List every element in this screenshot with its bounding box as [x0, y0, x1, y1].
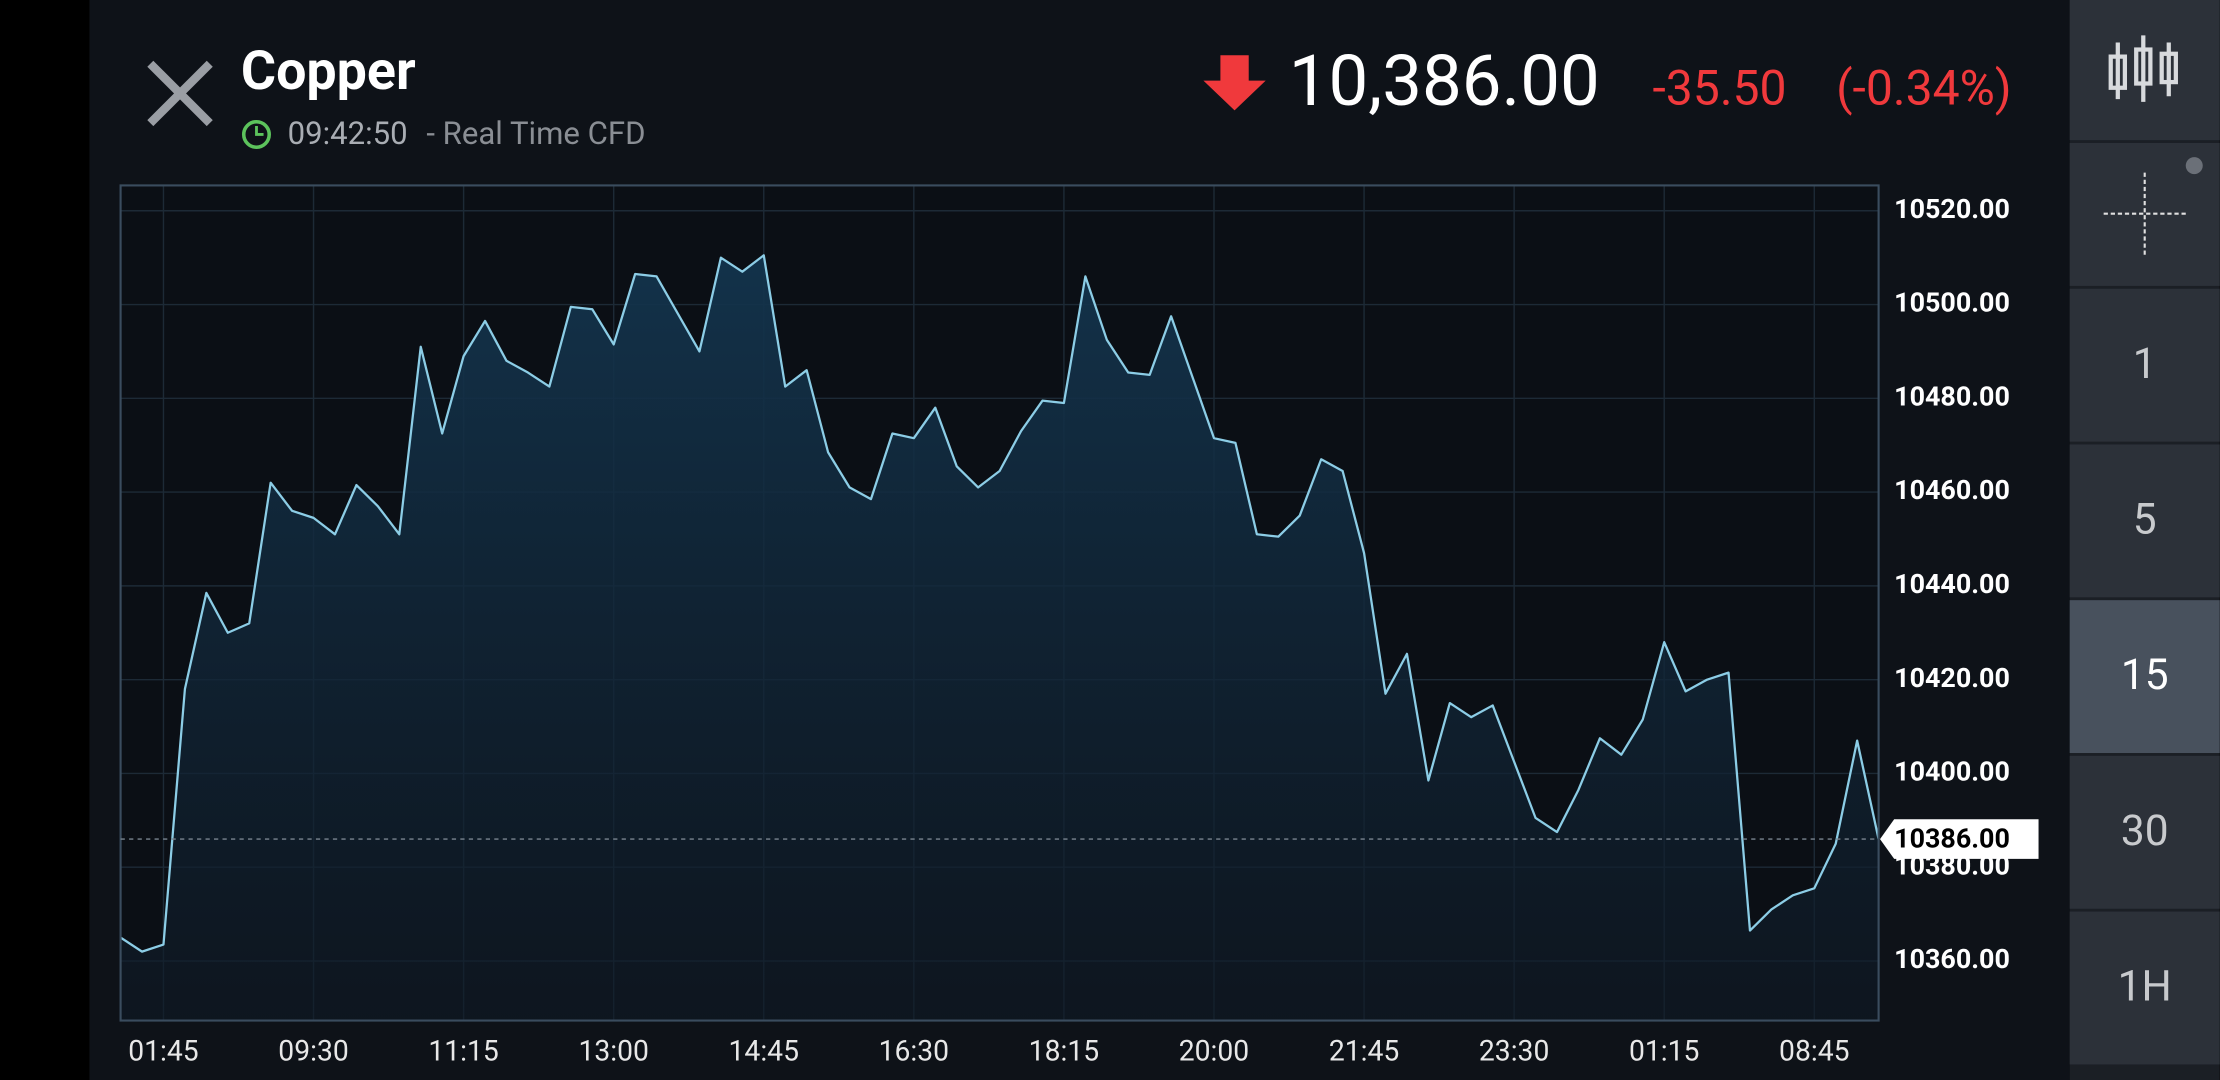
y-tick-label: 10480.00	[1894, 380, 2010, 412]
x-tick-label: 23:30	[1479, 1035, 1549, 1068]
down-arrow	[1203, 55, 1266, 111]
plot-border	[119, 184, 1880, 1022]
x-tick-label: 09:30	[278, 1035, 348, 1068]
interval-bg	[2069, 755, 2220, 909]
y-tick-label: 10400.00	[1894, 756, 2010, 788]
price-line	[119, 254, 1880, 953]
interval-label: 30	[2121, 807, 2169, 856]
y-tick-label: 10520.00	[1894, 193, 2010, 225]
x-tick-label: 20:00	[1179, 1035, 1249, 1068]
interval-bg	[2069, 288, 2220, 442]
y-tick-label: 10500.00	[1894, 287, 2010, 319]
interval-bg	[2069, 600, 2220, 754]
interval-bg	[2069, 911, 2220, 1065]
x-tick-label: 11:15	[428, 1035, 498, 1068]
y-tick-label: 10440.00	[1894, 568, 2010, 600]
interval-label: 1H	[2118, 963, 2172, 1012]
x-tick-label: 13:00	[578, 1035, 648, 1068]
x-tick-label: 01:45	[128, 1035, 198, 1068]
last-value-box	[1880, 819, 2039, 859]
last-value-label: 10386.00	[1894, 823, 2010, 855]
interval-label: 5	[2133, 496, 2157, 545]
interval-button[interactable]: 1H	[2069, 911, 2220, 1065]
subtitle: - Real Time CFD	[426, 115, 645, 152]
change: -35.50	[1652, 60, 1786, 117]
time: 09:42:50	[288, 115, 408, 152]
interval-button[interactable]: 5	[2069, 444, 2220, 598]
chart-type-button[interactable]	[2069, 0, 2220, 141]
interval-bg	[2069, 444, 2220, 598]
left-strip	[0, 0, 90, 1080]
interval-button[interactable]: 1	[2069, 288, 2220, 442]
x-tick-label: 08:45	[1779, 1035, 1849, 1068]
close-button[interactable]	[147, 60, 213, 127]
interval-label: 15	[2121, 651, 2169, 700]
x-tick-label: 18:15	[1029, 1035, 1099, 1068]
x-tick-label: 16:30	[879, 1035, 949, 1068]
interval-label: 1	[2133, 340, 2157, 389]
y-tick-label: 10460.00	[1894, 474, 2010, 506]
x-tick-label: 14:45	[729, 1035, 799, 1068]
change-pct: (-0.34%)	[1836, 60, 2012, 117]
title: Copper	[241, 40, 416, 103]
y-tick-label: 10360.00	[1894, 943, 2010, 975]
interval-button[interactable]: 15	[2069, 600, 2220, 754]
area-fill	[120, 255, 1879, 1021]
clock-icon	[241, 119, 271, 149]
interval-button[interactable]: 30	[2069, 755, 2220, 909]
crosshair-button[interactable]	[2069, 142, 2220, 286]
y-tick-label: 10420.00	[1894, 662, 2010, 694]
price: 10,386.00	[1289, 40, 1600, 123]
x-tick-label: 21:45	[1329, 1035, 1399, 1068]
x-tick-label: 01:15	[1629, 1035, 1699, 1068]
